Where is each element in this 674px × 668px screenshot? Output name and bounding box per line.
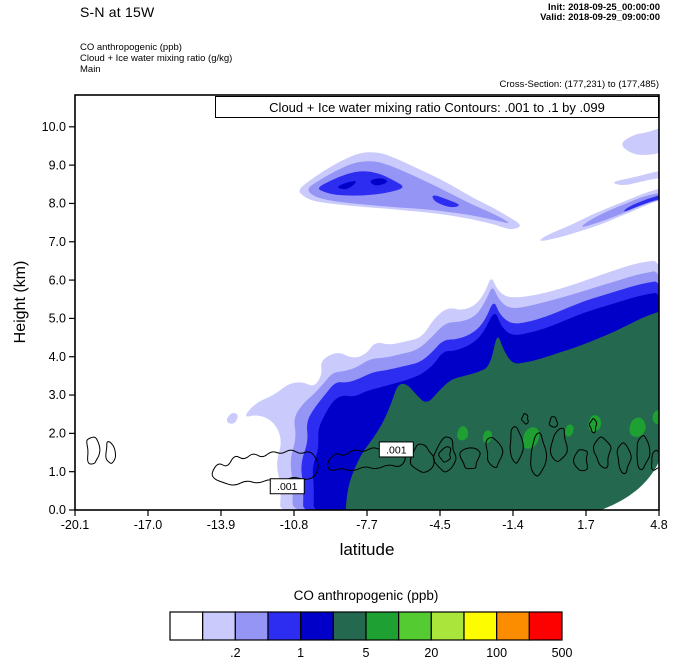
colorbar-cell xyxy=(267,611,302,641)
cloud-contour-loop-2 xyxy=(105,441,117,464)
contour-info-box: Cloud + Ice water mixing ratio Contours:… xyxy=(215,96,659,118)
cloud-contour-loop-17 xyxy=(521,413,529,425)
cloud-contour-loop-5 xyxy=(438,446,452,463)
x-tick-label: -1.4 xyxy=(502,518,524,532)
x-tick-label: -20.1 xyxy=(61,518,90,532)
colorbar-title: CO anthropogenic (ppb) xyxy=(293,588,439,603)
valid-time-label: Valid: 2018-09-29_09:00:00 xyxy=(540,12,660,23)
contour-region-green-patch-6 xyxy=(629,417,646,437)
cross-section-info: Cross-Section: (177,231) to (177,485) xyxy=(499,79,659,90)
cloud-contour-loop-13 xyxy=(616,442,632,475)
contour-region-green-patch-5 xyxy=(588,415,602,432)
contour-region-green-patch-4 xyxy=(564,424,574,437)
x-tick-label: -7.7 xyxy=(356,518,378,532)
x-tick-label: 1.7 xyxy=(577,518,594,532)
x-axis-label: latitude xyxy=(339,540,395,559)
contour-region-mass-teal xyxy=(345,311,659,510)
contour-region-blob-blue xyxy=(318,171,403,196)
contour-region-sliver-lavender xyxy=(614,171,659,186)
colorbar-cell xyxy=(300,611,334,641)
y-tick-label: 2.0 xyxy=(49,427,66,441)
x-tick-label: -4.5 xyxy=(429,518,451,532)
cloud-contour-loop-6 xyxy=(459,447,481,470)
axis-ticks: 0.0 1.0 2.0 3.0 4.0 5.0 6.0 7.0 8.0 9.0 10.0 -20.1 -… xyxy=(42,120,668,532)
y-axis-label: Height (km) xyxy=(12,260,29,344)
cloud-contour-chain-1 xyxy=(211,449,319,486)
cloud-contour-loop-9 xyxy=(530,432,548,477)
y-tick-label: 5.0 xyxy=(49,312,66,326)
colorbar-cell xyxy=(463,611,498,641)
plot-title: S-N at 15W xyxy=(80,4,155,20)
colorbar-cell xyxy=(202,611,236,641)
contour-region-green-patch-2 xyxy=(482,430,492,444)
contour-region-band-periwinkle xyxy=(582,193,659,227)
contour-region-band-blue xyxy=(624,195,659,212)
colorbar-cell xyxy=(528,611,563,641)
cloud-contour-loop-11 xyxy=(572,449,588,472)
cloud-contour-loop-15 xyxy=(650,449,659,471)
colorbar-cell xyxy=(398,611,432,641)
contour-region-green-patch-1 xyxy=(457,426,469,441)
contour-label-box xyxy=(269,478,305,495)
colorbar-cell xyxy=(169,611,204,641)
contour-info-label: Cloud + Ice water mixing ratio Contours:… xyxy=(269,99,605,115)
contour-label-text: .001 xyxy=(277,481,298,493)
colorbar-cell xyxy=(365,611,400,641)
y-tick-label: 0.0 xyxy=(49,503,66,517)
contour-label-box xyxy=(378,441,414,458)
contour-region-blob-blue-tail xyxy=(432,195,459,208)
y-tick-label: 3.0 xyxy=(49,388,66,402)
cloud-contour-loop-14 xyxy=(636,435,651,470)
y-tick-label: 7.0 xyxy=(49,235,66,249)
colorbar-tick-label: 500 xyxy=(552,646,573,660)
cloud-contour-loop-16 xyxy=(548,416,559,428)
contour-label-text: .001 xyxy=(386,444,407,456)
colorbar-tick-label: 20 xyxy=(424,646,438,660)
cloud-contour-loop-1 xyxy=(86,436,101,465)
contour-region-blob-darkblue-2 xyxy=(370,178,387,186)
cloud-contour-loop-7 xyxy=(485,436,504,469)
field-line-cloud: Cloud + Ice water mixing ratio (g/kg) xyxy=(80,53,233,64)
y-tick-label: 1.0 xyxy=(49,465,66,479)
contour-region-green-patch-3 xyxy=(522,427,540,449)
x-tick-label: -10.8 xyxy=(280,518,309,532)
x-tick-label: -13.9 xyxy=(207,518,236,532)
init-time-label: Init: 2018-09-25_00:00:00 xyxy=(548,2,660,13)
colorbar-tick-label: 100 xyxy=(486,646,507,660)
colorbar-tick-label: .2 xyxy=(230,646,240,660)
cloud-contour-loop-4 xyxy=(432,436,457,473)
colorbar-cell xyxy=(234,611,269,641)
cloud-contour-loop-12 xyxy=(592,436,612,469)
y-tick-label: 6.0 xyxy=(49,273,66,287)
y-tick-label: 4.0 xyxy=(49,350,66,364)
y-tick-label: 8.0 xyxy=(49,197,66,211)
cloud-contour-loop-18 xyxy=(588,418,598,434)
y-tick-label: 10.0 xyxy=(42,120,66,134)
field-line-co: CO anthropogenic (ppb) xyxy=(80,42,182,53)
colorbar-tick-label: 1 xyxy=(297,646,304,660)
cloud-contour-lines xyxy=(86,413,659,486)
colorbar-cell xyxy=(496,611,530,641)
x-tick-label: -17.0 xyxy=(134,518,163,532)
colorbar-cell xyxy=(430,611,465,641)
contour-region-blob-darkblue-1 xyxy=(338,181,356,190)
cloud-contour-loop-8 xyxy=(509,426,524,464)
x-tick-label: 4.8 xyxy=(650,518,667,532)
contour-value-labels: .001 .001 xyxy=(269,441,414,495)
y-tick-label: 9.0 xyxy=(49,158,66,172)
colorbar: .2 1 5 20 100 500 xyxy=(169,611,573,660)
colorbar-cell xyxy=(332,611,367,641)
contour-region-band-lavender xyxy=(540,188,659,241)
colorbar-tick-label: 5 xyxy=(363,646,370,660)
field-line-domain: Main xyxy=(80,64,101,75)
contour-region-green-patch-7 xyxy=(652,409,659,425)
contour-region-topright-lavender xyxy=(622,128,659,155)
contour-region-wisp-left-lavender xyxy=(226,413,238,424)
cloud-contour-loop-10 xyxy=(549,427,568,463)
